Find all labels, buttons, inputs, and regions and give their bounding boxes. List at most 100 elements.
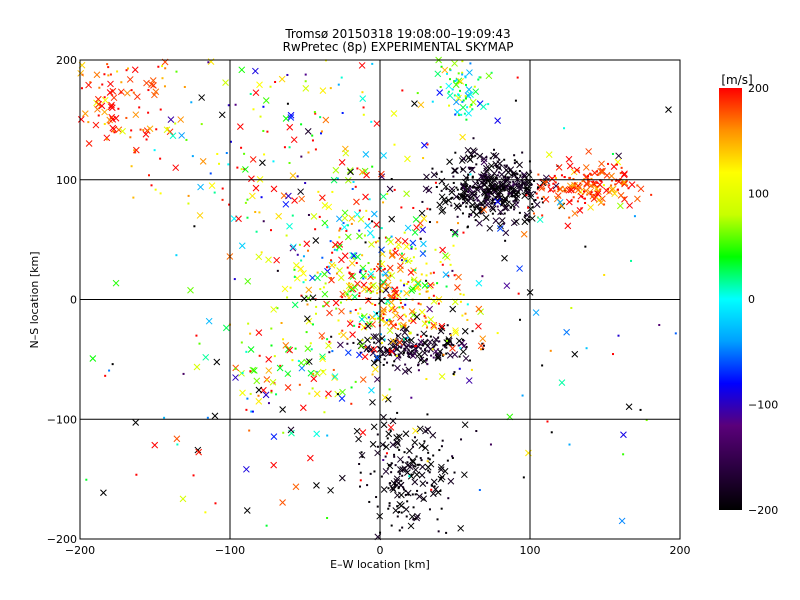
scatter-point-dot xyxy=(462,186,465,189)
scatter-point-dot xyxy=(424,348,427,351)
scatter-point-dot xyxy=(307,249,310,252)
scatter-point-dot xyxy=(415,455,418,458)
colorbar-tick-label: −100 xyxy=(748,399,778,412)
scatter-point-dot xyxy=(453,94,456,97)
scatter-point-dot xyxy=(373,470,376,473)
scatter-point-dot xyxy=(393,295,396,298)
scatter-point-cross xyxy=(290,243,297,251)
scatter-point-dot xyxy=(455,231,458,234)
scatter-point-dot xyxy=(473,206,476,209)
scatter-point-cross xyxy=(143,79,150,87)
scatter-point-cross xyxy=(472,88,480,96)
scatter-point-cross xyxy=(337,341,344,349)
scatter-point-dot xyxy=(398,510,401,513)
scatter-point-cross xyxy=(358,62,366,69)
scatter-point-dot xyxy=(382,269,385,272)
scatter-point-cross xyxy=(355,435,362,443)
scatter-point-cross xyxy=(385,430,393,438)
scatter-point-dot xyxy=(453,471,456,474)
scatter-point-dot xyxy=(336,177,339,180)
scatter-point-cross xyxy=(445,82,453,90)
scatter-point-dot xyxy=(580,207,583,210)
scatter-point-dot xyxy=(462,157,465,160)
scatter-point-dot xyxy=(397,442,400,445)
scatter-point-dot xyxy=(616,189,619,192)
scatter-point-dot xyxy=(481,203,484,206)
scatter-point-cross xyxy=(426,305,433,313)
scatter-point-cross xyxy=(545,151,553,158)
scatter-point-dot xyxy=(378,302,381,305)
scatter-point-cross xyxy=(587,204,594,211)
scatter-point-dot xyxy=(407,456,410,459)
scatter-point-dot xyxy=(388,318,391,321)
scatter-point-dot xyxy=(408,319,411,322)
scatter-point-dot xyxy=(482,173,485,176)
scatter-point-dot xyxy=(389,272,392,275)
scatter-point-dot xyxy=(612,353,615,356)
scatter-point-dot xyxy=(387,271,390,274)
scatter-point-dot xyxy=(514,99,517,102)
scatter-point-dot xyxy=(403,338,406,341)
scatter-point-cross xyxy=(132,419,140,426)
scatter-point-cross xyxy=(381,394,389,401)
scatter-point-dot xyxy=(658,323,661,326)
scatter-point-dot xyxy=(153,149,156,152)
scatter-point-cross xyxy=(527,190,535,198)
scatter-point-cross xyxy=(382,270,389,277)
scatter-point-dot xyxy=(419,358,422,361)
scatter-point-dot xyxy=(524,214,527,217)
scatter-point-dot xyxy=(396,348,399,351)
scatter-point-dot xyxy=(493,148,496,151)
scatter-point-cross xyxy=(314,274,321,282)
scatter-point-dot xyxy=(120,81,123,84)
scatter-point-cross xyxy=(582,164,590,171)
scatter-point-cross xyxy=(243,507,251,514)
scatter-point-dot xyxy=(245,350,248,353)
scatter-point-cross xyxy=(322,116,330,124)
scatter-point-dot xyxy=(98,86,101,89)
scatter-point-dot xyxy=(229,140,232,143)
scatter-point-dot xyxy=(346,342,349,345)
scatter-point-dot xyxy=(408,356,411,359)
scatter-point-cross xyxy=(368,241,375,248)
scatter-point-dot xyxy=(234,367,237,370)
scatter-point-dot xyxy=(472,197,475,200)
scatter-point-cross xyxy=(370,423,378,431)
scatter-point-dot xyxy=(587,179,590,182)
scatter-point-dot xyxy=(97,114,100,117)
scatter-point-cross xyxy=(591,169,599,177)
scatter-point-cross xyxy=(321,270,328,278)
scatter-point-dot xyxy=(463,112,466,115)
scatter-point-dot xyxy=(366,484,369,487)
scatter-point-dot xyxy=(81,73,84,76)
scatter-point-cross xyxy=(149,77,157,84)
scatter-point-dot xyxy=(583,190,586,193)
scatter-point-dot xyxy=(396,411,399,414)
scatter-point-dot xyxy=(386,361,389,364)
scatter-point-dot xyxy=(161,65,164,68)
scatter-point-dot xyxy=(200,123,203,126)
scatter-point-dot xyxy=(372,290,375,293)
scatter-point-dot xyxy=(348,282,351,285)
scatter-point-cross xyxy=(436,201,444,209)
scatter-point-dot xyxy=(392,350,395,353)
scatter-point-cross xyxy=(478,184,485,192)
scatter-point-dot xyxy=(192,474,195,477)
scatter-point-cross xyxy=(297,188,304,196)
scatter-point-dot xyxy=(465,190,468,193)
scatter-point-dot xyxy=(159,108,162,111)
scatter-point-cross xyxy=(448,188,456,196)
scatter-point-dot xyxy=(326,338,329,341)
scatter-point-dot xyxy=(393,143,396,146)
scatter-point-dot xyxy=(380,475,383,478)
scatter-point-dot xyxy=(430,488,433,491)
y-tick-label: −200 xyxy=(47,533,77,546)
scatter-point-dot xyxy=(388,350,391,353)
scatter-point-dot xyxy=(350,386,353,389)
scatter-point-cross xyxy=(454,284,461,291)
scatter-point-cross xyxy=(255,398,263,405)
scatter-point-dot xyxy=(451,196,454,199)
scatter-point-dot xyxy=(614,183,617,186)
scatter-point-dot xyxy=(650,193,653,196)
scatter-point-dot xyxy=(315,305,318,308)
